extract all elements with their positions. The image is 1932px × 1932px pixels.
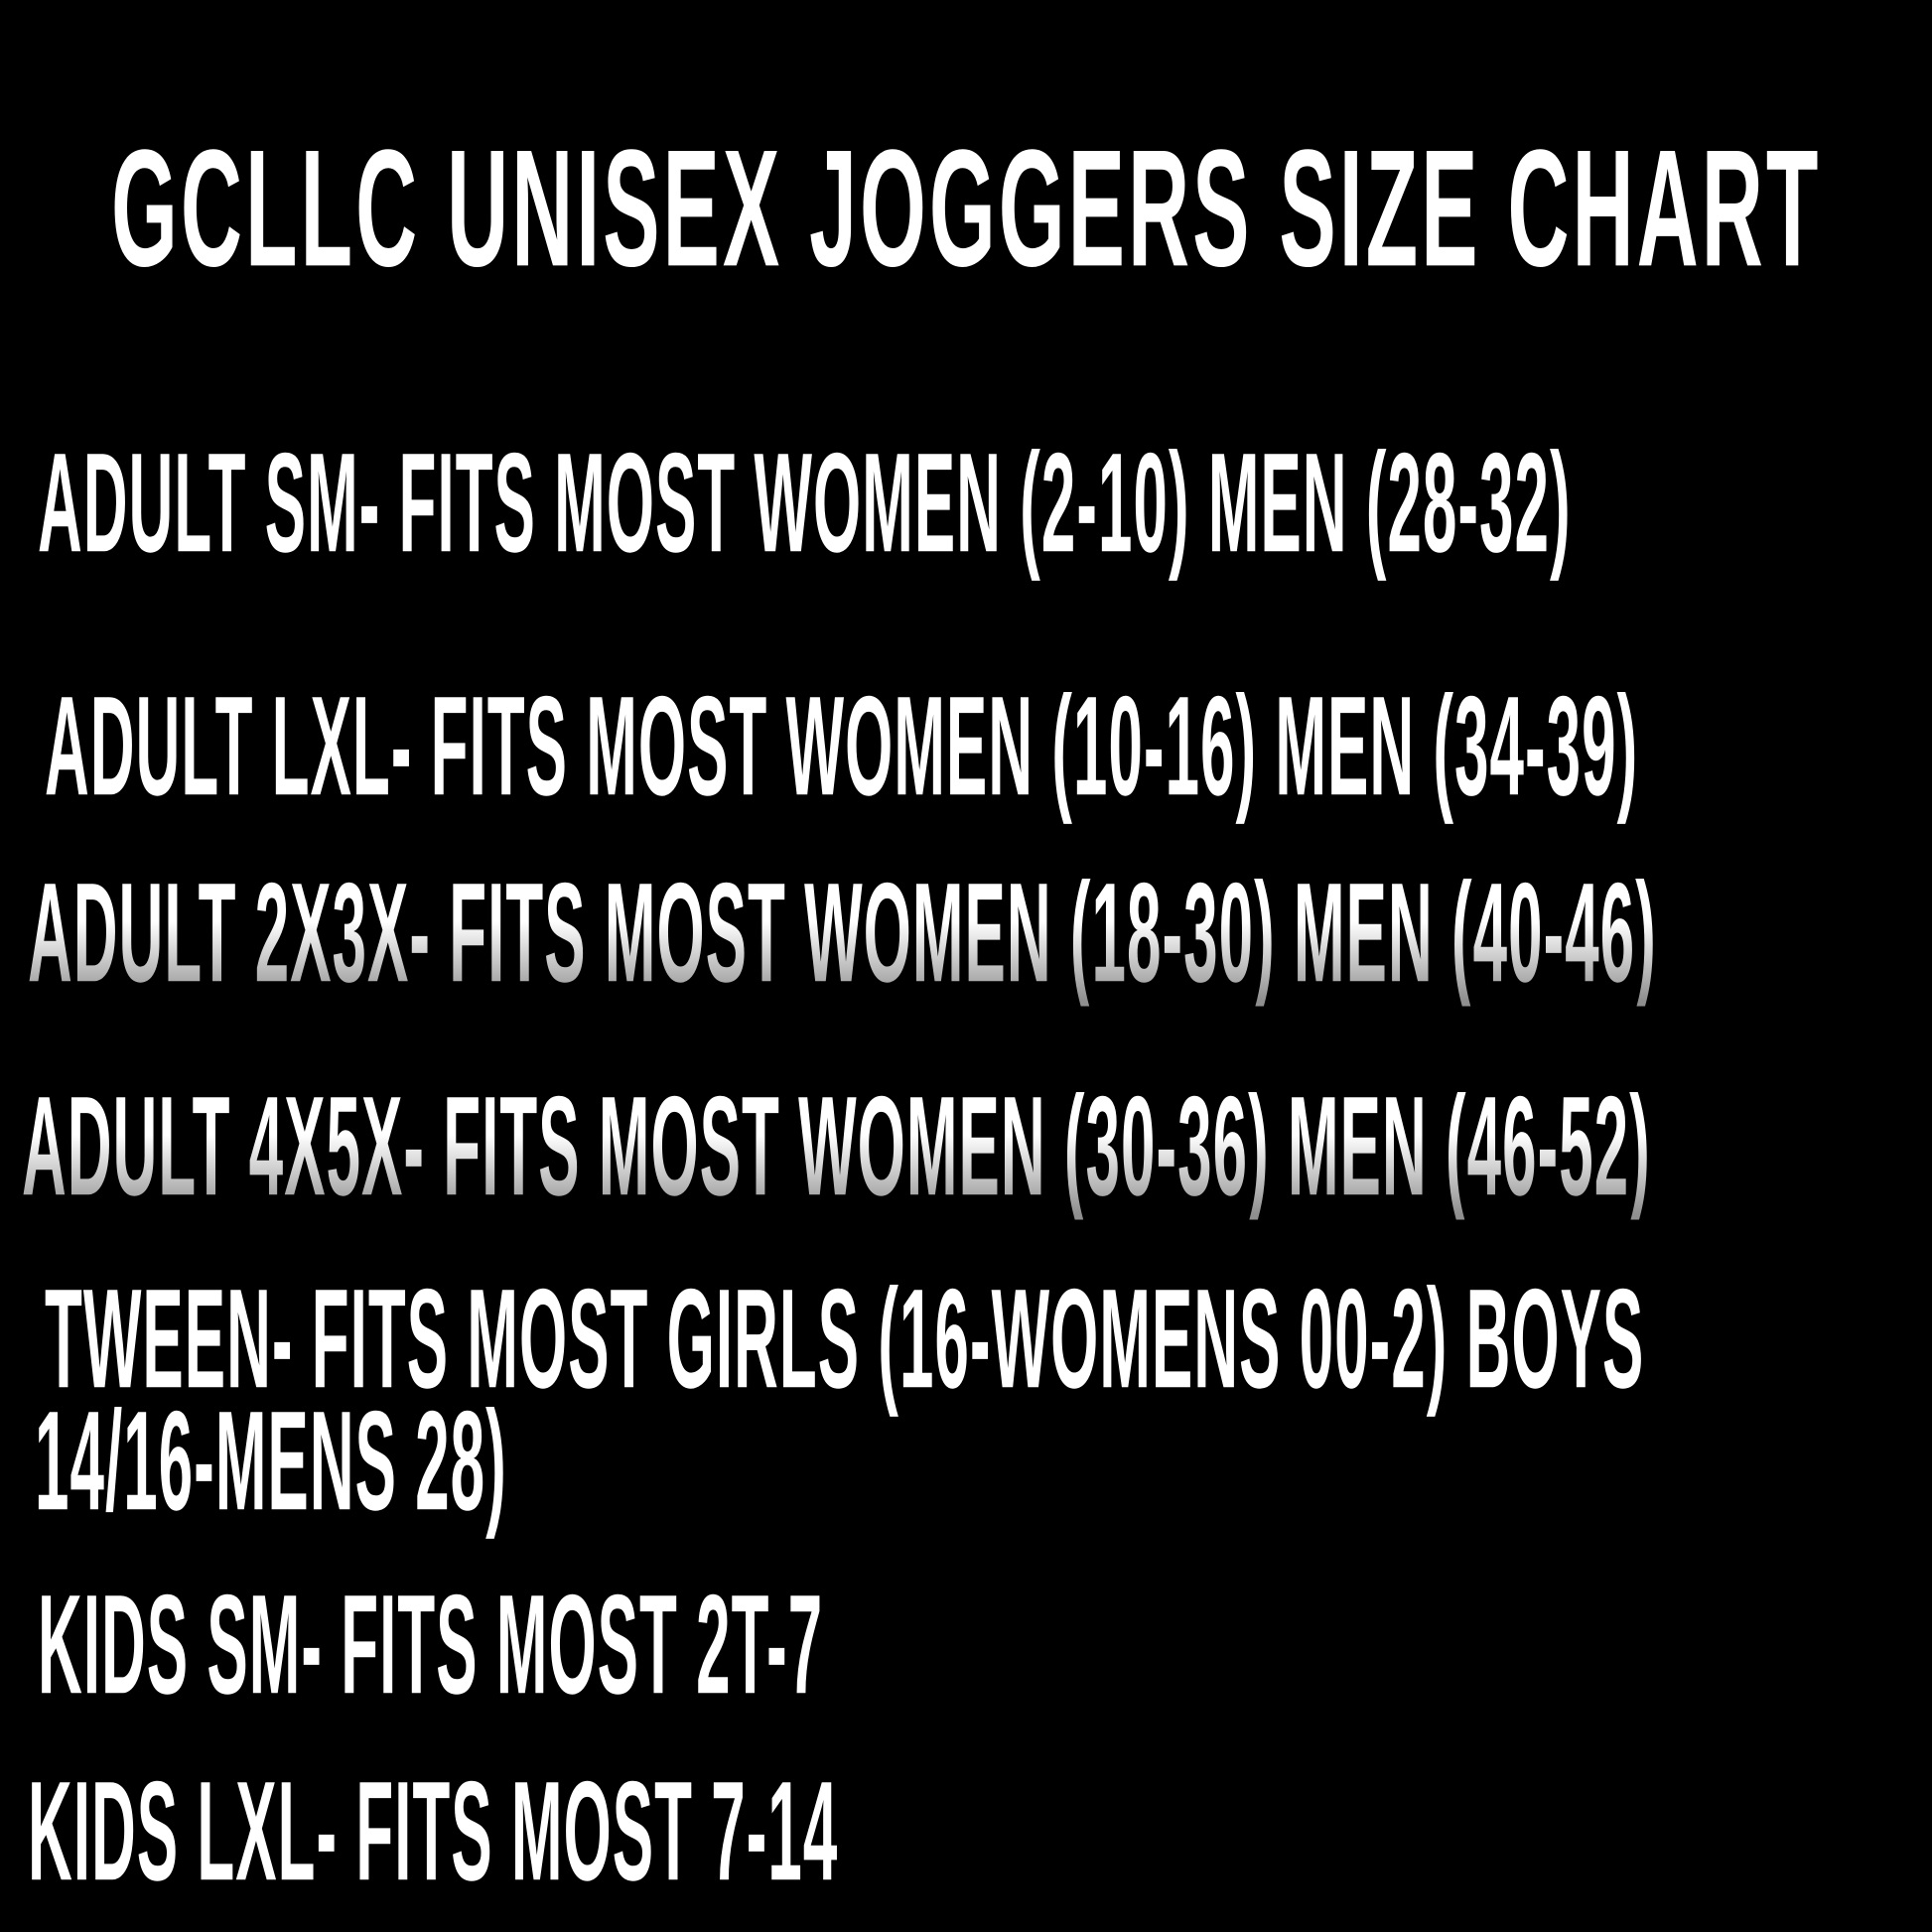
size-line-adult-sm: ADULT SM- FITS MOST WOMEN (2-10) MEN (28… <box>38 425 1572 584</box>
size-line-tween: TWEEN- FITS MOST GIRLS (16-WOMENS 00-2) … <box>45 1261 1645 1420</box>
size-line-adult-4x5x: ADULT 4X5X- FITS MOST WOMEN (30-36) MEN … <box>22 1068 1651 1227</box>
chart-title: GCLLC UNISEX JOGGERS SIZE CHART <box>111 116 1822 303</box>
size-line-adult-lxl: ADULT LXL- FITS MOST WOMEN (10-16) MEN (… <box>45 668 1639 827</box>
size-line-kids-sm: KIDS SM- FITS MOST 2T-7 <box>38 1567 824 1725</box>
size-line-adult-2x3x: ADULT 2X3X- FITS MOST WOMEN (18-30) MEN … <box>28 855 1657 1014</box>
size-line-kids-lxl: KIDS LXL- FITS MOST 7-14 <box>28 1753 839 1912</box>
size-line-tween-continuation: 14/16-MENS 28) <box>35 1383 507 1542</box>
